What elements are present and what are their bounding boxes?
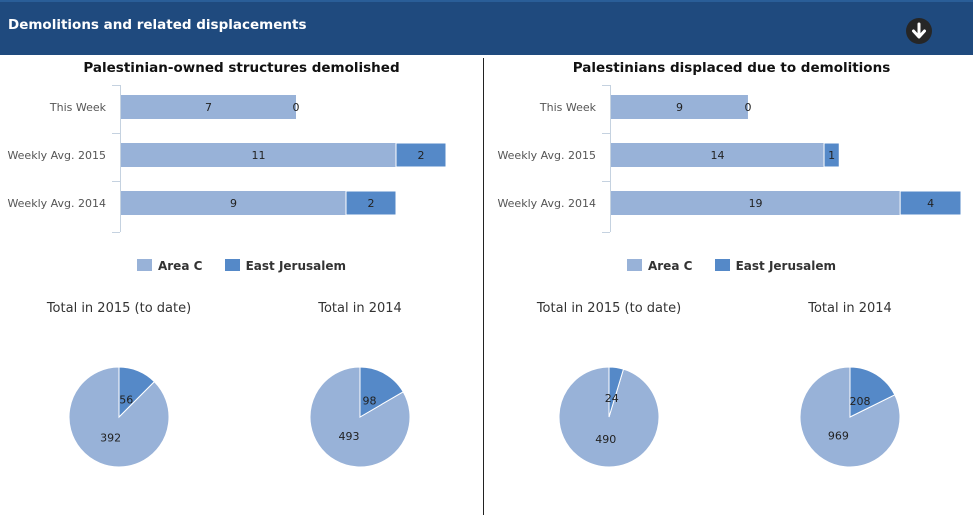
category-label-weekly-avg-2014: Weekly Avg. 2014 [497, 197, 596, 210]
bar-area-c-weekly-avg-2015[interactable] [611, 143, 825, 167]
pie-label-east-jerusalem: 24 [605, 392, 619, 405]
bar-chart-title: Palestinians displaced due to demolition… [572, 60, 891, 76]
data-label-area-c: 14 [711, 149, 725, 162]
legend-item-area-c[interactable]: Area C [136, 259, 203, 273]
structures-panel: Palestinian-owned structures demolished … [0, 55, 483, 515]
bar-chart-title: Palestinian-owned structures demolished [83, 60, 400, 76]
data-label-area-c: 9 [676, 101, 683, 114]
data-label-east-jerusalem: 1 [828, 149, 835, 162]
pie-label-area-c: 493 [339, 430, 360, 443]
pie-label-area-c: 392 [100, 431, 121, 444]
pie-label-east-jerusalem: 56 [119, 393, 133, 406]
legend-item-east-jerusalem[interactable]: East Jerusalem [714, 259, 837, 273]
data-label-east-jerusalem: 4 [927, 197, 934, 210]
data-label-east-jerusalem: 0 [744, 101, 751, 114]
bar-area-c-this-week[interactable] [121, 95, 296, 119]
category-label-weekly-avg-2015: Weekly Avg. 2015 [497, 149, 596, 162]
legend-swatch-area-c [626, 259, 642, 271]
bar-area-c-this-week[interactable] [611, 95, 748, 119]
legend-item-east-jerusalem[interactable]: East Jerusalem [224, 259, 347, 273]
displaced-panel: Palestinians displaced due to demolition… [490, 55, 973, 515]
pie-chart-structures-2015: 56 392 [68, 366, 170, 468]
legend-swatch-east-jerusalem [714, 259, 730, 271]
data-label-area-c: 11 [252, 149, 266, 162]
pie-label-east-jerusalem: 98 [362, 395, 376, 408]
structures-bar-chart: This Week 7 0 Weekly Avg. 2015 11 2 Weekly Avg… [7, 85, 447, 233]
data-label-area-c: 7 [205, 101, 212, 114]
chart-legend: Area C East Jerusalem [0, 259, 483, 273]
bar-area-c-weekly-avg-2014[interactable] [611, 191, 901, 215]
pie-chart-structures-2014: 98 493 [309, 366, 411, 468]
category-label-this-week: This Week [49, 101, 107, 114]
displaced-bar-chart: This Week 9 0 Weekly Avg. 2015 14 1 Weekly Avg… [497, 85, 962, 233]
category-label-weekly-avg-2015: Weekly Avg. 2015 [7, 149, 106, 162]
bar-east-jerusalem-weekly-avg-2015[interactable] [823, 142, 840, 168]
pie-title-displaced-2014: Total in 2014 [808, 301, 892, 316]
data-label-east-jerusalem: 2 [368, 197, 375, 210]
bar-area-c-weekly-avg-2015[interactable] [121, 143, 396, 167]
bar-east-jerusalem-weekly-avg-2014[interactable] [345, 190, 397, 216]
data-label-east-jerusalem: 0 [293, 101, 300, 114]
arrow-down-circle-icon [912, 22, 926, 39]
panel-divider [483, 58, 484, 515]
pie-title-structures-2014: Total in 2014 [318, 301, 402, 316]
section-header: Demolitions and related displacements [0, 0, 973, 55]
category-label-weekly-avg-2014: Weekly Avg. 2014 [7, 197, 106, 210]
bar-east-jerusalem-weekly-avg-2014[interactable] [899, 190, 962, 216]
pie-label-area-c: 490 [595, 433, 616, 446]
legend-item-area-c[interactable]: Area C [626, 259, 693, 273]
section-title: Demolitions and related displacements [8, 17, 307, 33]
pie-slice-area-c[interactable] [799, 366, 901, 468]
bar-area-c-weekly-avg-2014[interactable] [121, 191, 346, 215]
chart-legend: Area C East Jerusalem [490, 259, 973, 273]
pie-chart-displaced-2015: 24 490 [558, 366, 660, 468]
category-label-this-week: This Week [539, 101, 597, 114]
pie-label-east-jerusalem: 208 [850, 395, 871, 408]
data-label-area-c: 19 [749, 197, 763, 210]
pie-slice-east-jerusalem[interactable] [359, 366, 404, 418]
legend-swatch-east-jerusalem [224, 259, 240, 271]
collapse-button[interactable] [906, 18, 932, 44]
pie-slice-east-jerusalem[interactable] [118, 366, 156, 419]
pie-title-displaced-2015: Total in 2015 (to date) [536, 301, 682, 316]
bar-east-jerusalem-weekly-avg-2015[interactable] [395, 142, 447, 168]
pie-slice-east-jerusalem[interactable] [608, 366, 625, 418]
data-label-area-c: 9 [230, 197, 237, 210]
legend-label-east-jerusalem: East Jerusalem [245, 259, 347, 273]
pie-label-area-c: 969 [828, 430, 849, 443]
legend-swatch-area-c [136, 259, 152, 271]
pie-chart-displaced-2014: 208 969 [799, 366, 901, 468]
legend-label-area-c: Area C [157, 259, 203, 273]
pie-title-structures-2015: Total in 2015 (to date) [46, 301, 192, 316]
data-label-east-jerusalem: 2 [418, 149, 425, 162]
legend-label-area-c: Area C [647, 259, 693, 273]
legend-label-east-jerusalem: East Jerusalem [735, 259, 837, 273]
pie-slice-east-jerusalem[interactable] [849, 366, 896, 418]
